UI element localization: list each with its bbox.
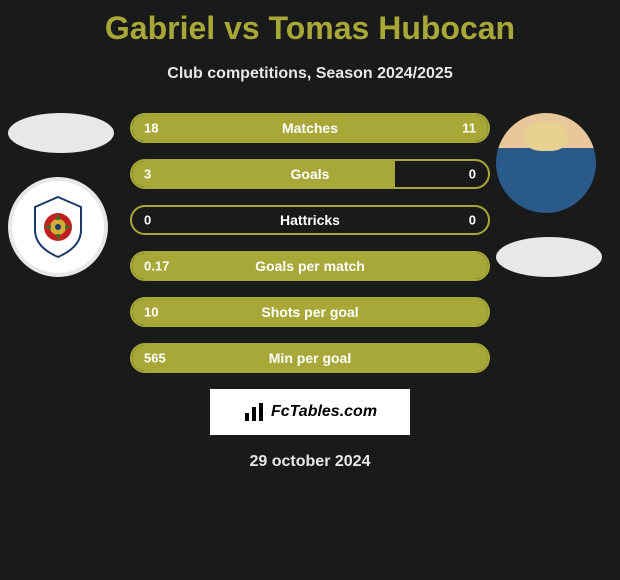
stat-value-right: 0 — [469, 167, 476, 182]
player-left-club-badge — [8, 177, 108, 277]
stat-row: 3 Goals 0 — [130, 159, 490, 189]
stat-label: Goals per match — [255, 258, 365, 274]
club-crest-icon — [23, 192, 93, 262]
stat-label: Min per goal — [269, 350, 351, 366]
stat-row: 565 Min per goal — [130, 343, 490, 373]
player-right-column — [496, 113, 602, 277]
stat-row: 0 Hattricks 0 — [130, 205, 490, 235]
stat-value-left: 0.17 — [144, 259, 169, 274]
player-left-avatar-placeholder — [8, 113, 114, 153]
stat-bar-left — [132, 161, 395, 187]
stat-value-left: 18 — [144, 121, 158, 136]
date-line: 29 october 2024 — [0, 453, 620, 471]
stat-value-left: 565 — [144, 351, 166, 366]
player-left-column — [8, 113, 114, 277]
player-right-photo — [496, 113, 596, 213]
stat-value-left: 0 — [144, 213, 151, 228]
stat-value-left: 10 — [144, 305, 158, 320]
stat-value-right: 0 — [469, 213, 476, 228]
stat-row: 0.17 Goals per match — [130, 251, 490, 281]
stat-label: Matches — [282, 120, 338, 136]
player-right-club-placeholder — [496, 237, 602, 277]
subtitle: Club competitions, Season 2024/2025 — [0, 65, 620, 83]
page-title: Gabriel vs Tomas Hubocan — [0, 0, 620, 47]
stat-value-left: 3 — [144, 167, 151, 182]
branding-chart-icon — [243, 401, 265, 423]
stat-rows-container: 18 Matches 11 3 Goals 0 0 Hattricks 0 0.17 Goals p… — [130, 113, 490, 373]
stat-value-right: 11 — [462, 121, 476, 136]
branding-badge: FcTables.com — [210, 389, 410, 435]
stats-area: 18 Matches 11 3 Goals 0 0 Hattricks 0 0.17 Goals p… — [0, 113, 620, 373]
stat-row: 10 Shots per goal — [130, 297, 490, 327]
stat-row: 18 Matches 11 — [130, 113, 490, 143]
stat-label: Hattricks — [280, 212, 340, 228]
branding-text: FcTables.com — [271, 403, 377, 421]
stat-label: Goals — [291, 166, 330, 182]
stat-label: Shots per goal — [261, 304, 358, 320]
